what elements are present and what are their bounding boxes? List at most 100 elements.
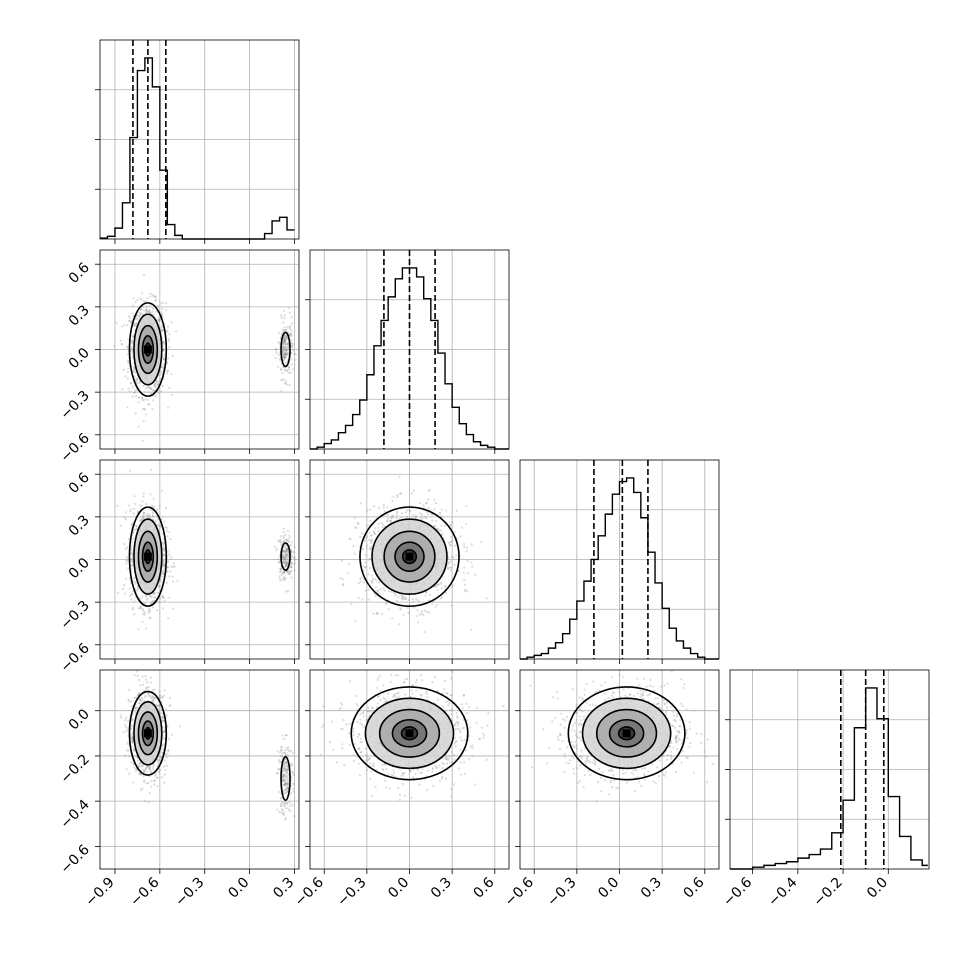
sample-point — [284, 345, 287, 348]
sample-point — [281, 345, 285, 348]
sample-point — [158, 707, 161, 710]
sample-point — [287, 558, 290, 561]
sample-point — [347, 562, 350, 566]
sample-point — [166, 325, 169, 328]
sample-point — [282, 550, 285, 553]
sample-point — [415, 614, 418, 618]
sample-point — [353, 552, 356, 555]
sample-point — [134, 710, 137, 714]
sample-point — [423, 631, 426, 634]
sample-point — [145, 686, 148, 690]
sample-point — [119, 524, 122, 527]
sample-point — [166, 749, 170, 753]
sample-point — [165, 308, 168, 311]
sample-point — [289, 570, 292, 573]
sample-point — [360, 576, 363, 579]
sample-point — [139, 307, 143, 311]
sample-point — [385, 520, 389, 523]
sample-point — [293, 556, 296, 559]
sample-point — [284, 562, 287, 565]
y-tick-label: −0.3 — [57, 598, 92, 633]
sample-point — [463, 589, 466, 592]
sample-point — [159, 755, 163, 758]
sample-point — [383, 525, 386, 528]
sample-point — [282, 317, 286, 320]
sample-point — [280, 314, 283, 317]
sample-point — [287, 365, 291, 369]
sample-point — [126, 353, 129, 356]
sample-point — [159, 579, 162, 582]
sample-point — [158, 318, 161, 321]
sample-point — [365, 544, 368, 547]
sample-point — [132, 781, 135, 784]
sample-point — [162, 358, 165, 361]
sample-point — [283, 571, 286, 574]
sample-point — [287, 554, 290, 557]
sample-point — [149, 696, 152, 699]
sample-point — [293, 353, 296, 356]
sample-point — [290, 563, 293, 567]
sample-point — [157, 584, 160, 587]
sample-point — [123, 754, 127, 757]
sample-point — [294, 558, 297, 561]
sample-point — [125, 555, 128, 559]
sample-point — [346, 571, 349, 574]
sample-point — [286, 561, 289, 564]
sample-point — [353, 516, 356, 520]
sample-point — [153, 596, 156, 599]
sample-point — [418, 501, 422, 505]
sample-point — [275, 351, 278, 355]
sample-point — [131, 724, 135, 727]
sample-point — [145, 305, 149, 308]
sample-point — [282, 341, 285, 344]
sample-point — [133, 323, 136, 326]
sample-point — [282, 550, 285, 554]
sample-point — [282, 561, 285, 565]
sample-point — [377, 523, 380, 526]
y-tick-label: 0.0 — [66, 555, 93, 582]
sample-point — [150, 785, 153, 788]
sample-point — [283, 561, 286, 564]
sample-point — [284, 382, 287, 385]
sample-point — [132, 335, 135, 338]
sample-point — [284, 352, 287, 355]
sample-point — [131, 342, 134, 345]
y-tick-label: −0.6 — [57, 430, 92, 465]
sample-point — [288, 365, 291, 369]
sample-point — [147, 609, 150, 612]
sample-point — [449, 569, 453, 572]
sample-point — [291, 346, 294, 349]
sample-point — [380, 521, 383, 524]
sample-point — [136, 316, 139, 320]
sample-point — [142, 764, 145, 767]
sample-point — [138, 765, 141, 768]
sample-point — [425, 590, 428, 594]
sample-point — [149, 295, 152, 298]
sample-point — [290, 550, 293, 554]
sample-point — [284, 564, 287, 567]
sample-point — [283, 335, 286, 338]
sample-point — [147, 403, 150, 406]
sample-point — [162, 736, 165, 739]
sample-point — [153, 383, 156, 386]
sample-point — [414, 516, 418, 519]
sample-point — [440, 595, 444, 598]
sample-point — [131, 736, 134, 740]
sample-point — [134, 769, 138, 772]
sample-point — [162, 340, 165, 343]
sample-point — [282, 321, 285, 324]
sample-point — [465, 522, 468, 525]
sample-point — [155, 381, 158, 384]
sample-point — [280, 379, 283, 382]
sample-point — [286, 351, 290, 354]
panel-content — [119, 670, 299, 821]
sample-point — [423, 609, 426, 612]
sample-point — [142, 309, 145, 312]
sample-point — [288, 544, 292, 547]
sample-point — [512, 578, 514, 580]
sample-point — [150, 468, 153, 472]
sample-point — [290, 561, 293, 565]
contour-line — [401, 549, 418, 565]
sample-point — [428, 488, 431, 491]
